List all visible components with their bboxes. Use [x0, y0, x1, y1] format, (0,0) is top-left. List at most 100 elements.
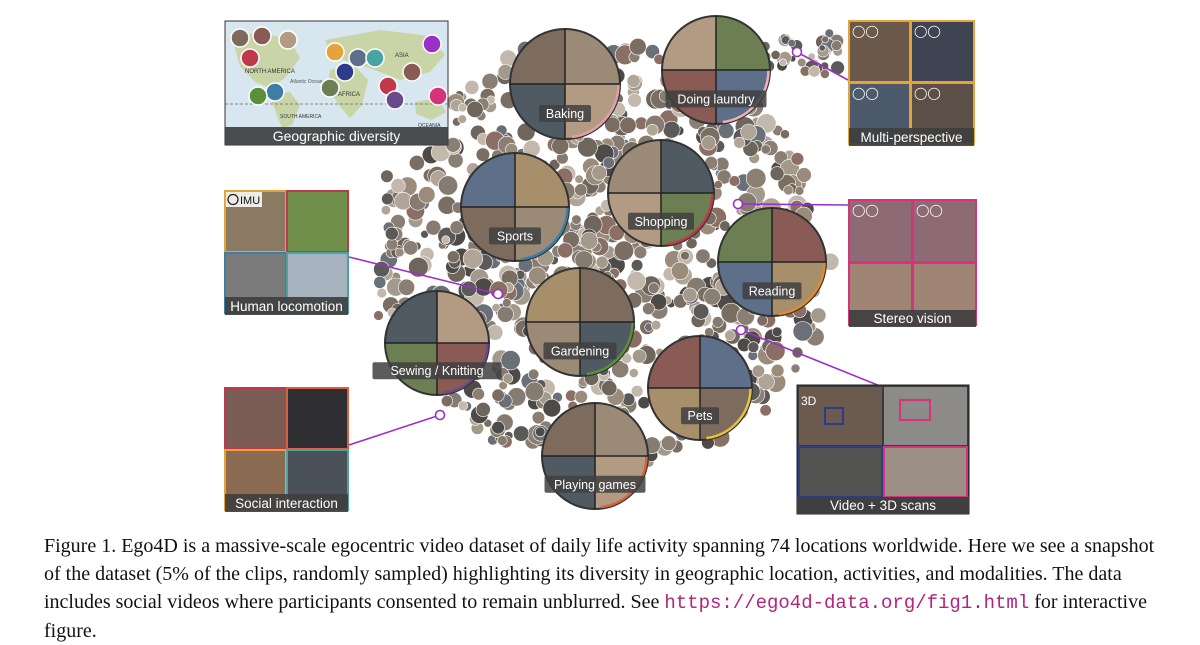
cluster-label-baking: Baking [546, 107, 584, 121]
clip-thumbnail [733, 136, 746, 149]
connector-dot-multiperspective [791, 46, 803, 58]
clip-thumbnail [794, 186, 805, 196]
map-pins [230, 26, 448, 110]
clip-thumbnail [524, 381, 545, 402]
panel-stereo: ◯◯ ◯◯ Stereo vision [848, 199, 977, 327]
clip-thumbnail [724, 329, 736, 341]
cluster-label-games: Playing games [554, 478, 636, 492]
clip-thumbnail [783, 185, 794, 196]
clip-thumbnail [619, 116, 637, 134]
clip-thumbnail [650, 320, 662, 331]
clip-thumbnail [498, 380, 508, 391]
clip-thumbnail [577, 137, 598, 158]
panel-stereo-label-bar [849, 310, 976, 327]
social-tile-2 [286, 387, 349, 450]
clip-thumbnail [441, 235, 451, 245]
clip-thumbnail [557, 242, 574, 259]
map-pin-icon [278, 30, 298, 50]
clip-thumbnail [703, 288, 721, 306]
panel-multiperspective-label-bar [849, 128, 974, 146]
cluster-gardening[interactable]: Gardening [525, 267, 635, 377]
clip-thumbnail [831, 40, 842, 51]
multiperspective-tile-1 [848, 20, 911, 83]
clip-thumbnail [745, 168, 767, 189]
clip-thumbnail [626, 74, 641, 88]
cluster-shopping[interactable]: Shopping [607, 139, 715, 247]
clip-thumbnail [466, 100, 484, 118]
clip-thumbnail [820, 69, 830, 79]
cluster-label-gardening: Gardening [551, 344, 609, 358]
clip-thumbnail [771, 326, 783, 337]
map-pin-icon [428, 86, 448, 106]
panel-locomotion-label-bar [225, 297, 348, 315]
clip-thumbnail [418, 186, 436, 204]
clip-thumbnail [534, 426, 546, 438]
cluster-label-bg [665, 90, 767, 108]
clip-thumbnail [457, 400, 469, 411]
clip-thumbnail [390, 178, 406, 194]
clip-thumbnail [818, 44, 826, 52]
clip-thumbnail [757, 373, 775, 391]
cluster-laundry[interactable]: Doing laundry [661, 15, 771, 125]
clip-thumbnail [527, 368, 540, 380]
clip-thumbnail [821, 35, 830, 44]
figure-1: Baking Doing laundry Sports Shopping Reading… [44, 15, 1155, 642]
map-pin-icon [325, 42, 345, 62]
glasses-icon: ◯◯ [852, 86, 879, 100]
map-pin-icon [348, 48, 368, 68]
cluster-reading[interactable]: Reading [717, 207, 827, 317]
clip-thumbnail [613, 240, 634, 261]
connector-dot-video3d [735, 324, 747, 336]
clip-thumbnail [790, 363, 801, 374]
connector-social [348, 414, 441, 446]
cluster-games[interactable]: Playing games [541, 402, 649, 510]
video3d-frame-bottomright [883, 446, 968, 498]
clip-thumbnail [779, 58, 787, 67]
clip-thumbnail [796, 167, 812, 183]
clip-thumbnail [759, 404, 772, 417]
figure-caption: Figure 1. Ego4D is a massive-scale egoce… [44, 532, 1164, 645]
map-label-south-america: SOUTH AMERICA [280, 114, 322, 120]
cluster-pets[interactable]: Pets [647, 335, 753, 441]
clip-thumbnail [680, 251, 690, 261]
clip-thumbnail [740, 123, 757, 141]
clip-thumbnail [491, 388, 505, 402]
clip-thumbnail [769, 166, 785, 181]
clip-thumbnail [824, 28, 834, 38]
clip-thumbnail [611, 360, 630, 379]
stereo-tile-1 [848, 199, 913, 263]
cluster-label-reading: Reading [749, 284, 796, 298]
clip-thumbnail [408, 257, 429, 278]
multiperspective-tile-2 [910, 20, 975, 83]
clip-thumbnail [446, 250, 460, 264]
caption-url-link[interactable]: https://ego4d-data.org/fig1.html [664, 592, 1030, 614]
cluster-label-shopping: Shopping [635, 215, 688, 229]
map-pin-icon [320, 78, 340, 98]
map-label-africa: AFRICA [338, 92, 360, 98]
clip-thumbnail [384, 226, 399, 241]
cluster-label-bg [543, 342, 617, 360]
clip-thumbnail [491, 420, 505, 435]
clip-thumbnail [756, 314, 768, 327]
map-pin-icon [252, 26, 272, 46]
clip-thumbnail [373, 275, 387, 289]
cluster-sports[interactable]: Sports [460, 152, 570, 262]
connector-video3d [740, 329, 881, 387]
clip-thumbnail [481, 73, 499, 90]
connector-dot-stereo [732, 198, 744, 210]
clip-thumbnail [502, 298, 512, 308]
map-pin-icon [230, 28, 250, 48]
clip-thumbnail [713, 180, 723, 190]
panel-multiperspective: ◯◯ ◯◯ ◯◯ ◯◯ Multi-perspective [848, 20, 975, 146]
caption-text: Figure 1. Ego4D is a massive-scale egoce… [44, 535, 1155, 613]
clip-thumbnail [770, 363, 785, 378]
connector-stereo [737, 203, 849, 206]
clip-thumbnail [642, 302, 655, 316]
clip-thumbnail [701, 135, 717, 151]
cluster-baking[interactable]: Baking [509, 28, 621, 140]
clip-thumbnail [447, 152, 464, 169]
clip-thumbnail [397, 278, 415, 296]
clip-thumbnail [626, 271, 646, 291]
map-pin-icon [335, 62, 355, 82]
clip-thumbnail [574, 250, 594, 270]
